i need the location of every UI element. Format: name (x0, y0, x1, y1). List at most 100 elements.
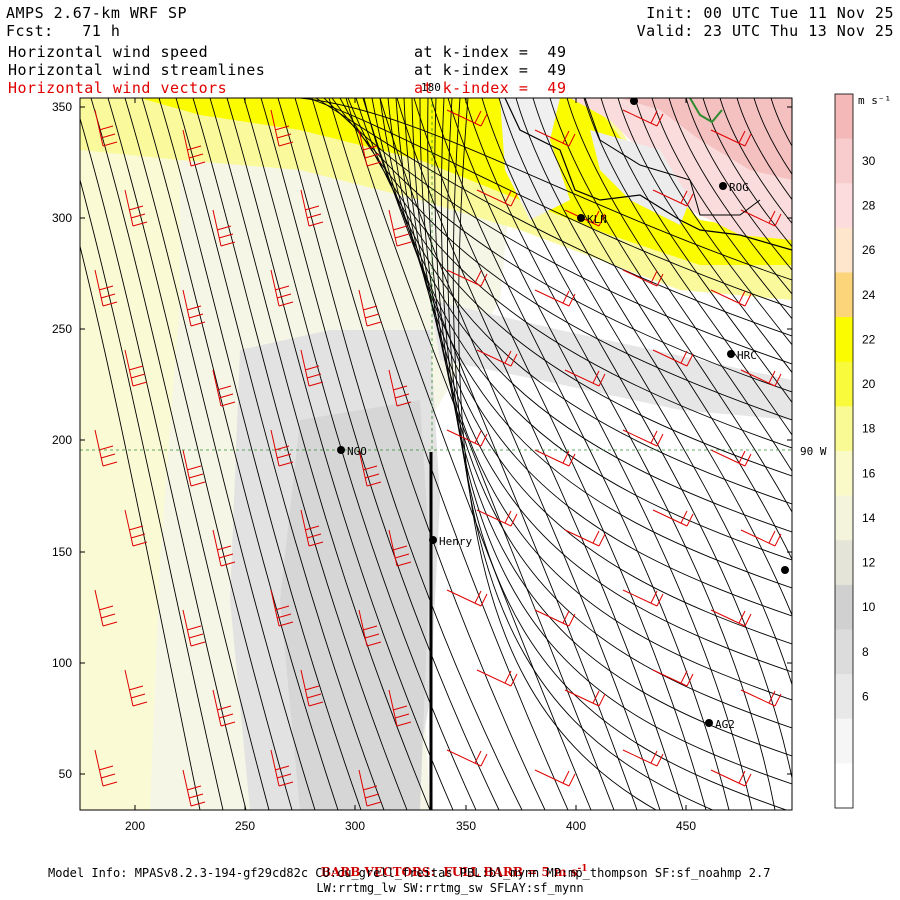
y-tick-label: 200 (52, 433, 72, 447)
colorbar-swatch (835, 629, 853, 675)
x-tick-label: 300 (345, 819, 365, 833)
station-label-kln: KLN (587, 213, 607, 226)
field-name-wind-speed: Horizontal wind speed (8, 43, 209, 61)
wind-barb (446, 589, 488, 607)
wind-barb (358, 769, 382, 807)
station-marker (727, 350, 735, 358)
x-tick-label: 250 (235, 819, 255, 833)
wind-barb (534, 289, 576, 307)
wind-barb (388, 529, 412, 567)
colorbar-label: 14 (862, 511, 876, 525)
colorbar-swatch (835, 94, 853, 140)
streamline (651, 98, 792, 320)
streamline (395, 98, 792, 617)
wind-barb (94, 109, 118, 147)
wind-barb (710, 609, 752, 627)
streamline (396, 98, 684, 810)
colorbar-swatch (835, 674, 853, 720)
wind-barb (182, 289, 206, 327)
colorbar-swatch (835, 183, 853, 229)
streamline (379, 98, 792, 561)
streamline (719, 98, 792, 224)
wind-barb (622, 589, 664, 607)
wind-barb (446, 749, 488, 767)
wind-barb (446, 269, 488, 287)
streamline (464, 98, 776, 810)
axis-ticks: 180 90 W 200 250 300 350 400 450 50 100 150 200 250 3… (52, 81, 827, 833)
wind-barb (124, 349, 148, 387)
station-marker (781, 566, 789, 574)
wind-barb (710, 449, 752, 467)
wind-barb (652, 349, 694, 367)
x-tick-label: 400 (566, 819, 586, 833)
streamline (668, 98, 792, 295)
streamline (226, 98, 454, 810)
streamline (634, 98, 792, 346)
field-level-wind-speed: at k-index = 49 (414, 43, 567, 61)
colorbar-label: 26 (862, 243, 876, 257)
colorbar-swatch (835, 584, 853, 630)
streamline (583, 98, 792, 436)
streamline (447, 98, 753, 810)
station-label-ngo: NGO (347, 445, 367, 458)
y-tick-label: 350 (52, 100, 72, 114)
station-marker (337, 446, 345, 454)
streamline (702, 98, 792, 248)
wind-barb (94, 429, 118, 467)
wind-barb (564, 529, 606, 547)
wind-barb (358, 609, 382, 647)
streamline (498, 98, 792, 687)
wind-barb (300, 189, 324, 227)
streamline (447, 98, 788, 810)
station-marker (705, 719, 713, 727)
colorbar-swatch (835, 138, 853, 184)
speed-contour-region (140, 98, 792, 265)
streamline (458, 98, 658, 810)
colorbar-swatch (835, 406, 853, 452)
streamline (549, 98, 792, 513)
streamline (532, 98, 792, 561)
station-label-hrc: HRC (737, 349, 757, 362)
streamline (175, 98, 385, 810)
wind-barb (212, 369, 236, 407)
model-title: AMPS 2.67-km WRF SP (6, 4, 188, 22)
streamline (387, 98, 792, 589)
streamline (328, 98, 592, 810)
y-tick-label: 300 (52, 211, 72, 225)
colorbar: m s⁻¹ 30 28 26 24 22 20 18 16 14 12 10 8 6 (834, 93, 891, 809)
speed-contour-region (280, 400, 430, 810)
speed-contour-region (590, 130, 690, 225)
field-name-vectors: Horizontal wind vectors (8, 79, 228, 97)
coastline (504, 98, 792, 251)
streamline (80, 244, 201, 810)
speed-contour-region (620, 98, 792, 180)
plot-frame (79, 97, 793, 811)
barb-legend-unit: -1 (577, 864, 588, 874)
streamline (515, 98, 792, 617)
wind-barb (212, 529, 236, 567)
colorbar-frame (834, 93, 854, 809)
streamline (107, 98, 293, 810)
streamline (452, 98, 714, 810)
colorbar-swatch (835, 763, 853, 809)
x-tick-label: 350 (456, 819, 476, 833)
wind-barb (622, 109, 664, 127)
streamline (363, 98, 792, 505)
field-name-streamlines: Horizontal wind streamlines (8, 61, 266, 79)
streamline (371, 98, 792, 533)
wind-barb (622, 429, 664, 447)
streamline (617, 98, 792, 374)
colorbar-swatch (835, 718, 853, 764)
y-tick-label: 250 (52, 322, 72, 336)
barb-legend: BARB VECTORS: FULL BARB = 5 m s-1 (0, 850, 900, 879)
wind-barb (300, 509, 324, 547)
wind-barb (476, 669, 518, 687)
wind-barb (740, 209, 782, 227)
station-label-ag2: AG2 (715, 718, 735, 731)
y-tick-label: 100 (52, 656, 72, 670)
colorbar-label: 18 (862, 422, 876, 436)
colorbar-swatch (835, 272, 853, 318)
wind-barb (564, 689, 606, 707)
wind-barb (740, 529, 782, 547)
